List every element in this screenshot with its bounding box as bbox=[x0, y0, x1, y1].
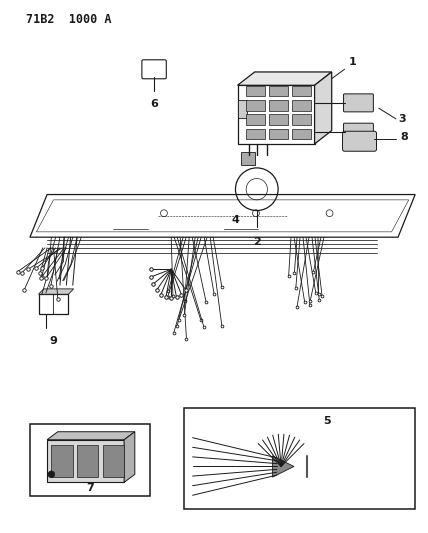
Text: 3: 3 bbox=[398, 114, 406, 124]
Text: 1: 1 bbox=[349, 56, 357, 67]
FancyBboxPatch shape bbox=[344, 123, 373, 141]
Text: 7: 7 bbox=[86, 483, 94, 493]
Polygon shape bbox=[47, 432, 135, 440]
Bar bbox=[30, 424, 150, 496]
Bar bbox=[292, 128, 311, 139]
Bar bbox=[269, 100, 288, 111]
Bar bbox=[269, 128, 288, 139]
Bar bbox=[184, 408, 415, 509]
Polygon shape bbox=[273, 456, 294, 477]
Bar bbox=[47, 440, 124, 482]
Bar bbox=[103, 445, 124, 477]
Polygon shape bbox=[39, 289, 74, 294]
Bar bbox=[246, 86, 265, 96]
Bar bbox=[269, 115, 288, 125]
Polygon shape bbox=[124, 432, 135, 482]
Text: 9: 9 bbox=[50, 336, 57, 346]
Bar bbox=[269, 86, 288, 96]
Text: 4: 4 bbox=[232, 215, 239, 225]
Bar bbox=[39, 294, 68, 314]
Bar bbox=[77, 445, 98, 477]
Bar bbox=[246, 100, 265, 111]
Circle shape bbox=[48, 471, 55, 478]
Bar bbox=[292, 86, 311, 96]
Bar bbox=[246, 128, 265, 139]
FancyBboxPatch shape bbox=[342, 131, 377, 151]
Bar bbox=[246, 115, 265, 125]
Bar bbox=[292, 100, 311, 111]
Polygon shape bbox=[238, 72, 332, 85]
Text: 2: 2 bbox=[253, 237, 261, 247]
Bar bbox=[241, 152, 255, 165]
Text: 8: 8 bbox=[400, 132, 408, 142]
Bar bbox=[51, 445, 73, 477]
FancyBboxPatch shape bbox=[344, 94, 373, 112]
Polygon shape bbox=[315, 72, 332, 144]
Bar bbox=[238, 85, 315, 144]
Text: 5: 5 bbox=[324, 416, 331, 426]
Text: 6: 6 bbox=[150, 99, 158, 109]
Text: 71B2  1000 A: 71B2 1000 A bbox=[26, 13, 111, 26]
Bar bbox=[292, 115, 311, 125]
Bar bbox=[238, 100, 247, 118]
